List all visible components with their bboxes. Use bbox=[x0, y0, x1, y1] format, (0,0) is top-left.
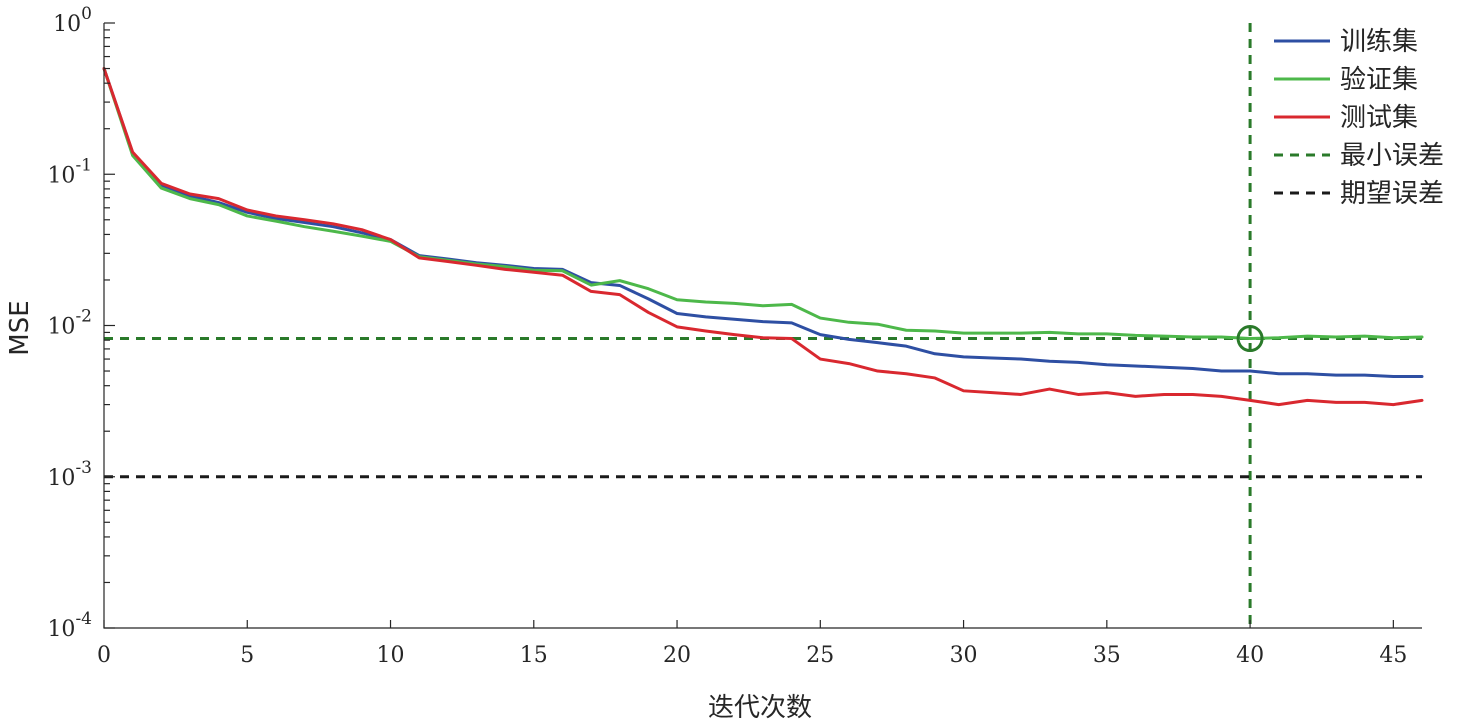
min-error-marker bbox=[1236, 325, 1264, 353]
legend-label: 期望误差 bbox=[1340, 179, 1444, 209]
x-axis-label: 迭代次数 bbox=[708, 693, 812, 723]
y-axis-label: MSE bbox=[5, 300, 35, 355]
x-tick-label: 25 bbox=[806, 643, 834, 668]
markers bbox=[1236, 325, 1264, 353]
y-tick-label: 100 bbox=[53, 4, 92, 37]
y-tick-label: 10-2 bbox=[47, 307, 92, 340]
x-tick-label: 10 bbox=[377, 643, 405, 668]
reference-lines bbox=[104, 23, 1422, 628]
y-tick-label: 10-3 bbox=[47, 458, 92, 491]
x-tick-label: 40 bbox=[1236, 643, 1264, 668]
x-tick-label: 45 bbox=[1379, 643, 1407, 668]
series-line bbox=[102, 67, 1424, 341]
series-line bbox=[102, 67, 1424, 379]
legend-label: 最小误差 bbox=[1340, 141, 1444, 171]
axis-spines bbox=[103, 23, 1422, 629]
y-tick-label: 10-4 bbox=[47, 609, 92, 642]
series-lines bbox=[102, 67, 1424, 407]
series-line bbox=[102, 67, 1424, 407]
legend-label: 验证集 bbox=[1340, 65, 1418, 95]
axes: 0 5 10 15 20 25 30 35 40 45 100 10-1 10-2 10-3 10-4 bbox=[47, 4, 1422, 668]
x-tick-label: 0 bbox=[97, 643, 111, 668]
x-tick-label: 15 bbox=[520, 643, 548, 668]
x-tick-label: 30 bbox=[950, 643, 978, 668]
legend-label: 训练集 bbox=[1340, 27, 1418, 57]
y-tick-label: 10-1 bbox=[47, 155, 92, 188]
x-tick-label: 35 bbox=[1093, 643, 1121, 668]
x-tick-label: 20 bbox=[663, 643, 691, 668]
x-tick-label: 5 bbox=[240, 643, 254, 668]
legend-label: 测试集 bbox=[1340, 103, 1418, 133]
